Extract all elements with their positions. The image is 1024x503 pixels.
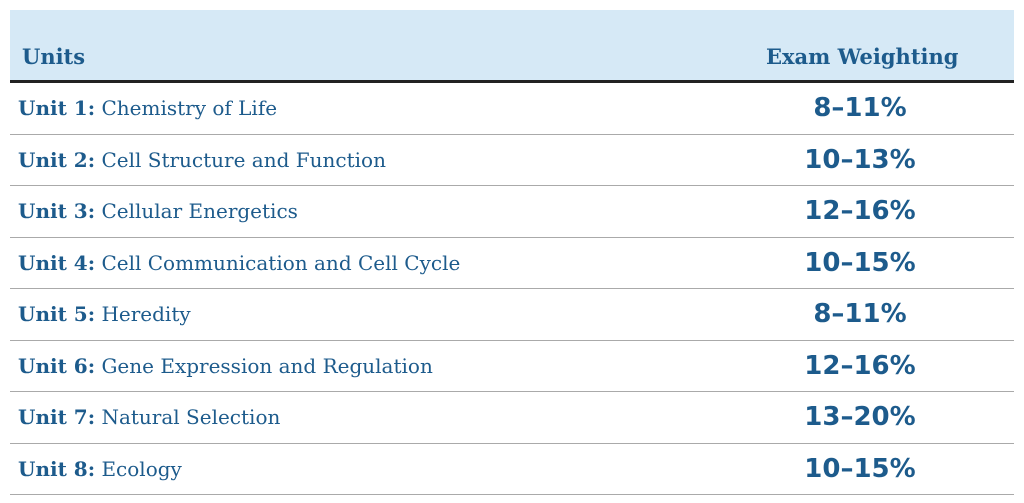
weighting-cell: 8–11% [813, 299, 907, 329]
table-row: Unit 1: Chemistry of Life 8–11% [10, 83, 1014, 135]
unit-cell: Unit 3: Cellular Energetics [18, 199, 298, 223]
unit-title: Heredity [101, 302, 191, 326]
table-row: Unit 4: Cell Communication and Cell Cycl… [10, 238, 1014, 289]
unit-cell: Unit 7: Natural Selection [18, 405, 280, 429]
table-row: Unit 6: Gene Expression and Regulation 12… [10, 341, 1014, 392]
unit-cell: Unit 1: Chemistry of Life [18, 96, 277, 120]
unit-title: Ecology [101, 456, 182, 481]
weighting-cell: 10–15% [804, 247, 916, 278]
weighting-cell: 10–15% [804, 453, 916, 484]
units-table: Units Exam Weighting Unit 1: Chemistry o… [10, 10, 1014, 495]
unit-cell: Unit 4: Cell Communication and Cell Cycl… [18, 251, 460, 275]
unit-number: Unit 1: [18, 96, 96, 120]
unit-title: Cell Structure and Function [101, 147, 386, 172]
unit-number: Unit 2: [18, 147, 96, 172]
table-row: Unit 7: Natural Selection 13–20% [10, 392, 1014, 444]
weighting-cell: 13–20% [804, 402, 916, 432]
table-header: Units Exam Weighting [10, 10, 1014, 83]
unit-number: Unit 3: [18, 199, 96, 223]
unit-title: Cellular Energetics [101, 199, 298, 223]
unit-number: Unit 8: [18, 456, 96, 481]
unit-title: Natural Selection [101, 405, 281, 429]
unit-cell: Unit 2: Cell Structure and Function [18, 148, 386, 172]
weighting-cell: 12–16% [804, 196, 916, 226]
header-cell: Exam Weighting [766, 44, 959, 69]
table-row: Unit 3: Cellular Energetics 12–16% [10, 186, 1014, 238]
unit-number: Unit 4: [18, 250, 96, 275]
table-row: Unit 2: Cell Structure and Function 10–13… [10, 135, 1014, 186]
unit-number: Unit 6: [18, 353, 96, 378]
weighting-cell: 10–13% [804, 144, 916, 175]
unit-number: Unit 5: [18, 302, 96, 326]
unit-number: Unit 7: [18, 405, 96, 429]
weighting-cell: 8–11% [813, 93, 907, 123]
unit-cell: Unit 5: Heredity [18, 302, 191, 326]
table-row: Unit 8: Ecology 10–15% [10, 444, 1014, 495]
unit-title: Chemistry of Life [101, 96, 278, 120]
weighting-cell: 12–16% [804, 350, 916, 381]
unit-title: Cell Communication and Cell Cycle [101, 250, 461, 275]
unit-cell: Unit 6: Gene Expression and Regulation [18, 354, 433, 378]
unit-cell: Unit 8: Ecology [18, 457, 182, 481]
table-row: Unit 5: Heredity 8–11% [10, 289, 1014, 341]
header-cell: Units [22, 44, 86, 69]
unit-title: Gene Expression and Regulation [101, 353, 433, 378]
